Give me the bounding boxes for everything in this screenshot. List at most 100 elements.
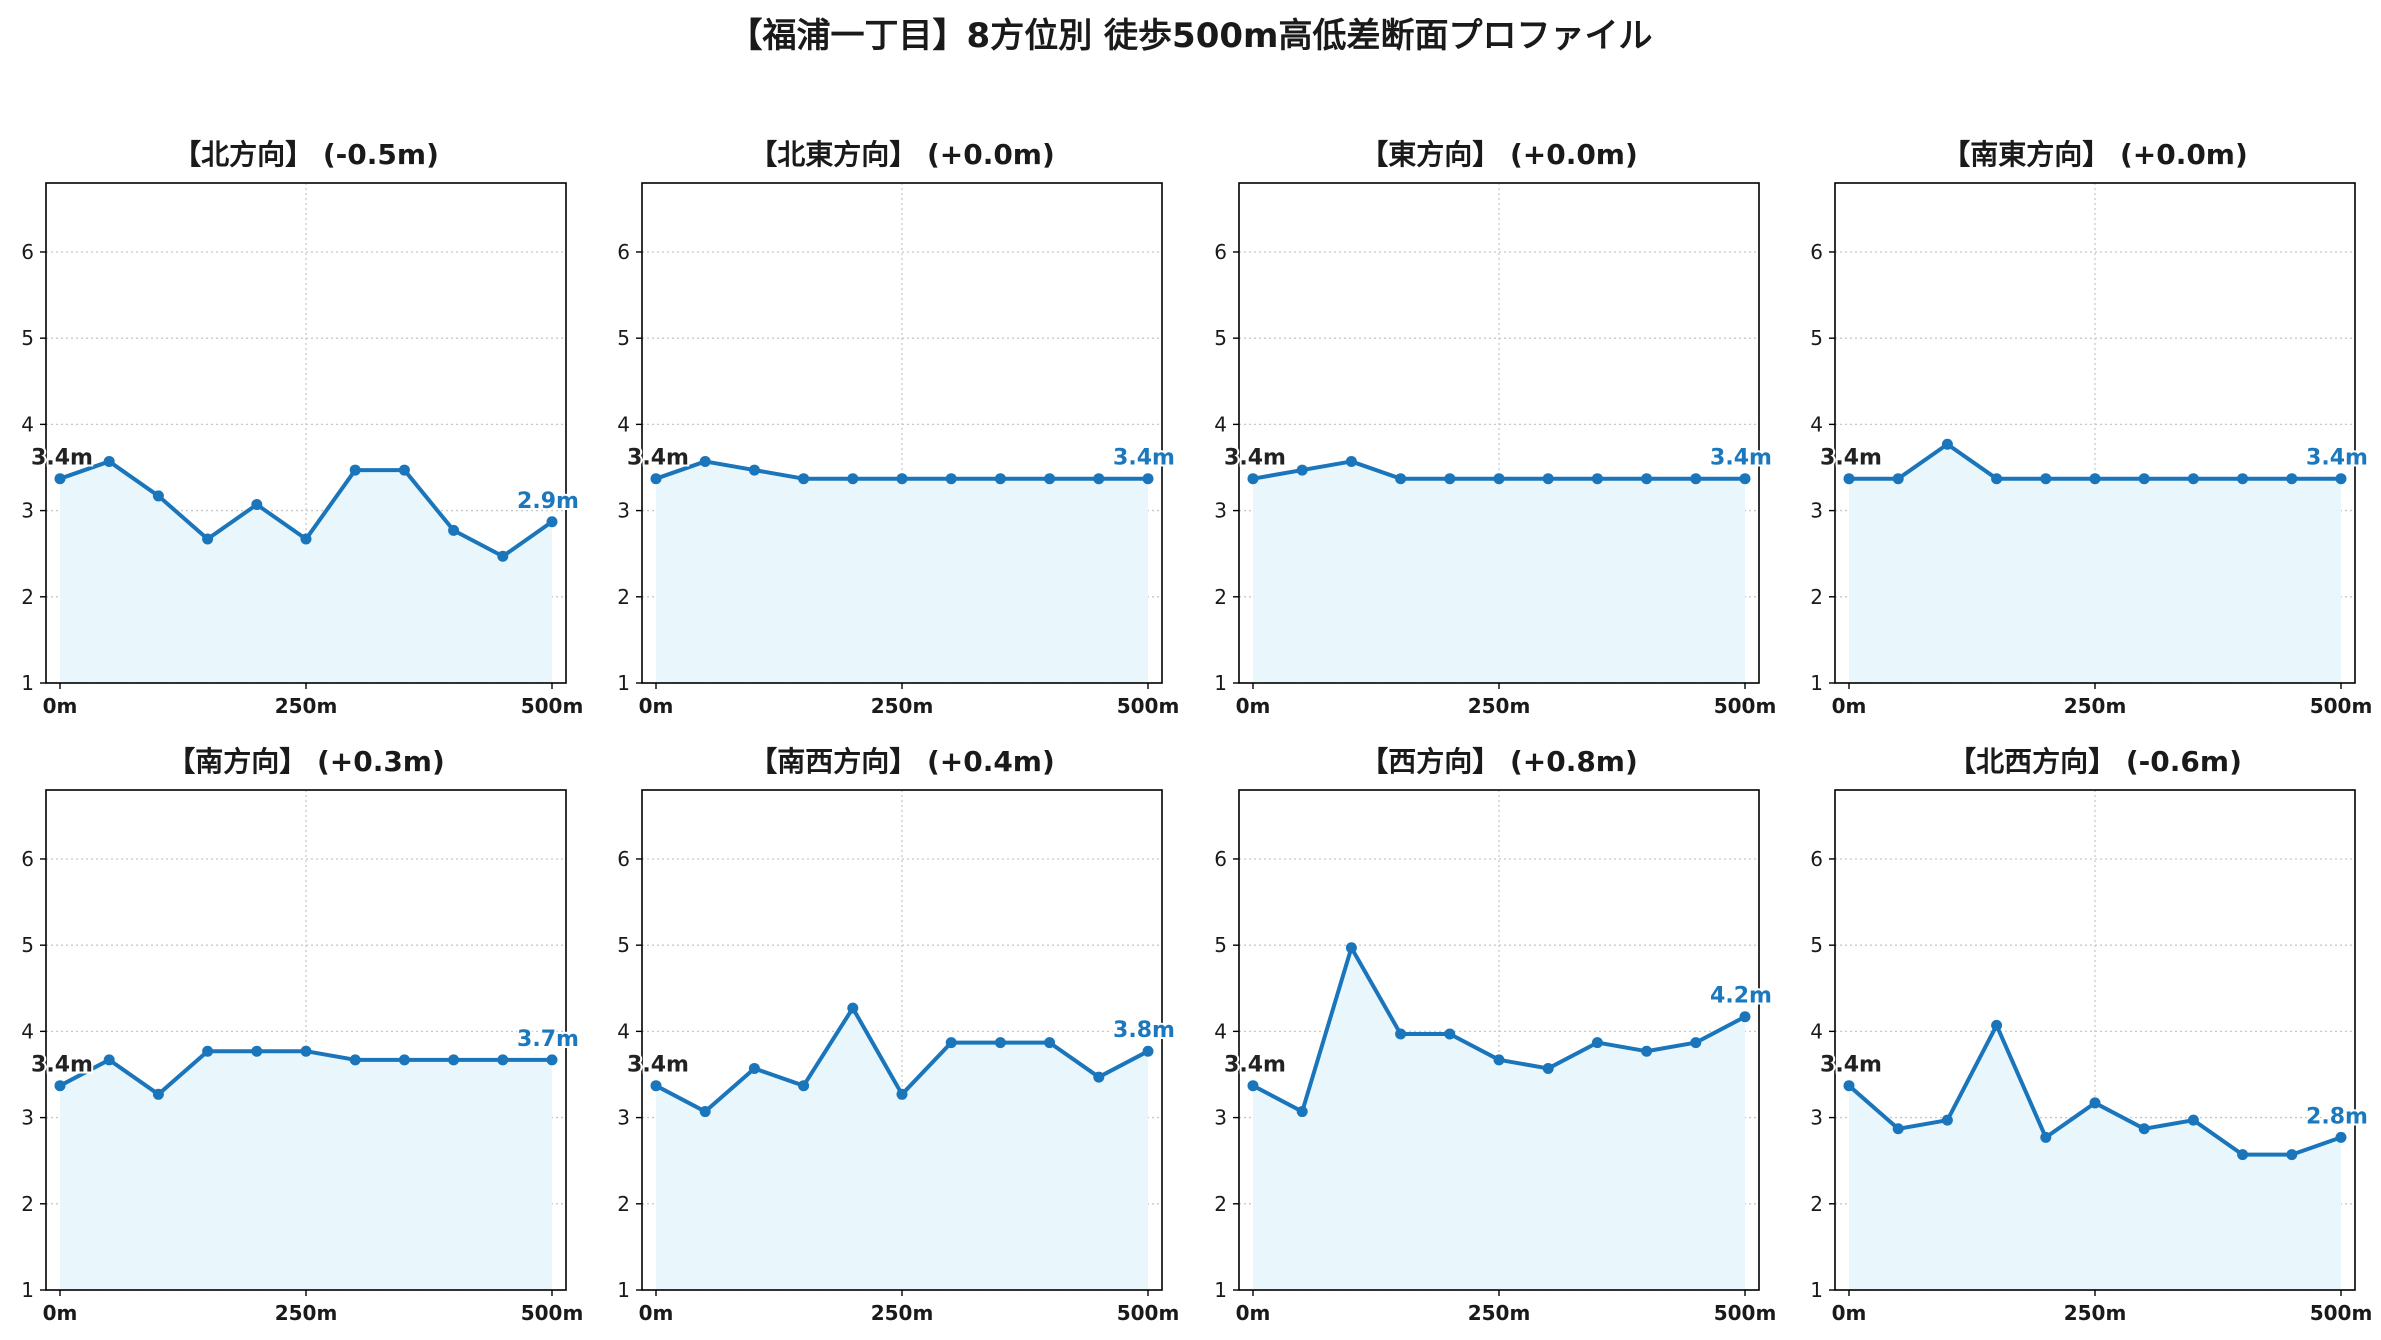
data-point xyxy=(2335,1131,2347,1143)
start-value-label: 3.4m xyxy=(627,446,689,471)
y-tick-label: 2 xyxy=(1214,1192,1227,1216)
y-tick-label: 5 xyxy=(617,933,630,957)
panel-title: 【南東方向】 (+0.0m) xyxy=(1942,138,2248,171)
data-point xyxy=(2040,473,2052,485)
data-point xyxy=(2089,1097,2101,1109)
data-point xyxy=(1991,473,2003,485)
x-tick-label: 0m xyxy=(639,694,674,718)
data-point xyxy=(994,473,1006,485)
data-point xyxy=(1843,1080,1855,1092)
y-tick-label: 1 xyxy=(21,1278,34,1302)
start-value-label: 3.4m xyxy=(1224,1053,1286,1078)
panel-3: 【南東方向】 (+0.0m) 1 2 3 4 5 6 0m 250m 500m 3.4m 3.4m xyxy=(1810,138,2372,718)
data-point xyxy=(1142,473,1154,485)
y-tick-label: 6 xyxy=(1810,240,1823,264)
data-point xyxy=(497,1054,509,1066)
x-tick-label: 250m xyxy=(275,694,338,718)
end-value-label: 3.8m xyxy=(1113,1018,1175,1043)
y-tick-label: 2 xyxy=(617,585,630,609)
data-point xyxy=(152,490,164,502)
panel-title: 【北東方向】 (+0.0m) xyxy=(749,138,1055,171)
start-value-label: 3.4m xyxy=(1820,1053,1882,1078)
data-point xyxy=(1345,942,1357,954)
data-point xyxy=(202,533,214,545)
y-tick-label: 5 xyxy=(1214,326,1227,350)
x-tick-label: 250m xyxy=(1468,694,1531,718)
y-tick-label: 3 xyxy=(1810,1106,1823,1130)
panel-title: 【南方向】 (+0.3m) xyxy=(167,745,445,778)
data-point xyxy=(650,473,662,485)
end-value-label: 4.2m xyxy=(1710,984,1772,1009)
data-point xyxy=(1395,473,1407,485)
y-tick-label: 6 xyxy=(1810,847,1823,871)
y-tick-label: 5 xyxy=(1810,326,1823,350)
data-point xyxy=(1739,1011,1751,1023)
panel-title: 【北西方向】 (-0.6m) xyxy=(1948,745,2242,778)
y-tick-label: 4 xyxy=(1214,412,1227,436)
data-point xyxy=(2286,473,2298,485)
data-point xyxy=(398,464,410,476)
y-tick-label: 6 xyxy=(21,240,34,264)
panel-title: 【北方向】 (-0.5m) xyxy=(173,138,439,171)
area-fill xyxy=(1253,947,1745,1290)
data-point xyxy=(1690,473,1702,485)
x-tick-label: 0m xyxy=(43,1301,78,1325)
data-point xyxy=(2138,1123,2150,1135)
data-point xyxy=(1247,473,1259,485)
start-value-label: 3.4m xyxy=(31,1053,93,1078)
data-point xyxy=(1247,1080,1259,1092)
data-point xyxy=(945,1037,957,1049)
data-point xyxy=(398,1054,410,1066)
x-tick-label: 500m xyxy=(1714,694,1777,718)
data-point xyxy=(497,550,509,562)
data-point xyxy=(650,1080,662,1092)
data-point xyxy=(2089,473,2101,485)
data-point xyxy=(448,524,460,536)
y-tick-label: 2 xyxy=(1810,1192,1823,1216)
x-tick-label: 0m xyxy=(1236,694,1271,718)
figure-title: 【福浦一丁目】8方位別 徒歩500m高低差断面プロファイル xyxy=(728,16,1653,56)
start-value-label: 3.4m xyxy=(627,1053,689,1078)
data-point xyxy=(1093,1071,1105,1083)
y-tick-label: 1 xyxy=(21,671,34,695)
data-point xyxy=(546,1054,558,1066)
y-tick-label: 6 xyxy=(617,847,630,871)
end-value-label: 2.9m xyxy=(517,489,579,514)
area-fill xyxy=(1253,461,1745,683)
data-point xyxy=(1493,473,1505,485)
data-point xyxy=(1991,1019,2003,1031)
y-tick-label: 3 xyxy=(617,1106,630,1130)
data-point xyxy=(1690,1037,1702,1049)
y-tick-label: 2 xyxy=(21,585,34,609)
end-value-label: 2.8m xyxy=(2306,1104,2368,1129)
x-tick-label: 250m xyxy=(1468,1301,1531,1325)
data-point xyxy=(1296,464,1308,476)
data-point xyxy=(1142,1045,1154,1057)
panel-4: 【南方向】 (+0.3m) 1 2 3 4 5 6 0m 250m 500m 3.4m 3.7m xyxy=(21,745,583,1325)
data-point xyxy=(748,464,760,476)
panel-title: 【西方向】 (+0.8m) xyxy=(1360,745,1638,778)
data-point xyxy=(2138,473,2150,485)
area-fill xyxy=(60,461,552,683)
end-value-label: 3.4m xyxy=(1710,446,1772,471)
data-point xyxy=(1345,455,1357,467)
x-tick-label: 250m xyxy=(871,694,934,718)
panel-1: 【北東方向】 (+0.0m) 1 2 3 4 5 6 0m 250m 500m 3.4m 3.4m xyxy=(617,138,1179,718)
data-point xyxy=(1591,473,1603,485)
x-tick-label: 0m xyxy=(639,1301,674,1325)
panel-title: 【南西方向】 (+0.4m) xyxy=(749,745,1055,778)
y-tick-label: 5 xyxy=(21,933,34,957)
data-point xyxy=(349,464,361,476)
y-tick-label: 2 xyxy=(1810,585,1823,609)
end-value-label: 3.7m xyxy=(517,1027,579,1052)
data-point xyxy=(748,1062,760,1074)
area-fill xyxy=(60,1051,552,1290)
area-fill xyxy=(1849,444,2341,683)
data-point xyxy=(300,533,312,545)
data-point xyxy=(1395,1028,1407,1040)
y-tick-label: 6 xyxy=(21,847,34,871)
y-tick-label: 6 xyxy=(1214,847,1227,871)
y-tick-label: 3 xyxy=(21,499,34,523)
data-point xyxy=(1892,1123,1904,1135)
